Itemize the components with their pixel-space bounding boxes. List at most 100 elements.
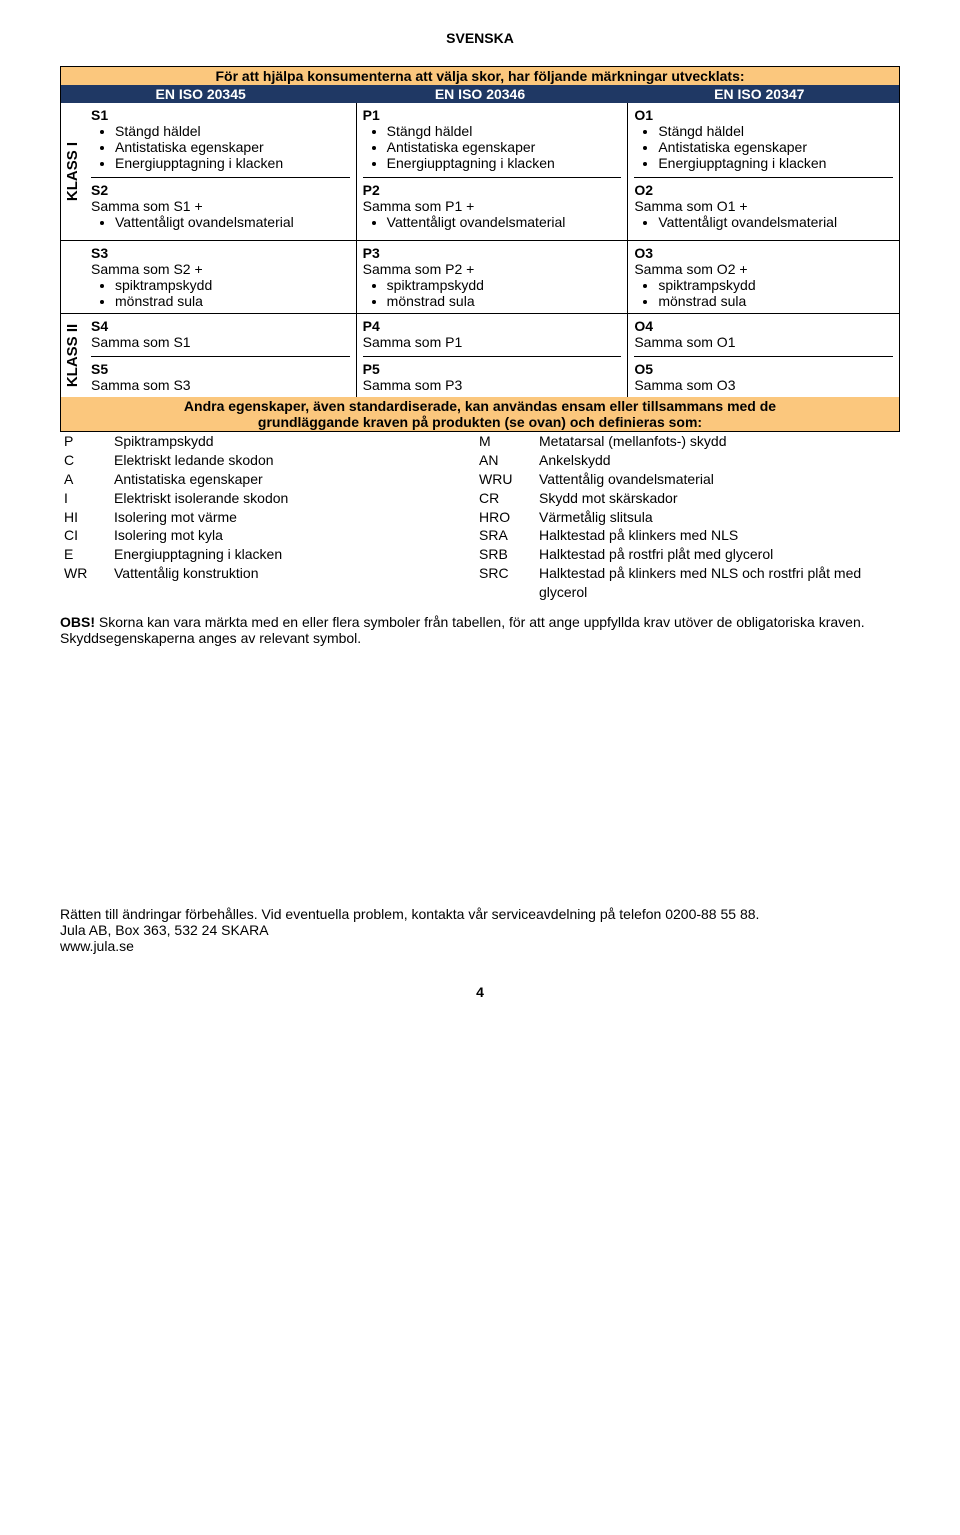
- code-label: P4: [363, 318, 622, 334]
- sub-label: Samma som O1 +: [634, 198, 893, 214]
- prop-name: Spiktrampskydd: [112, 432, 473, 451]
- code-label: S5: [91, 361, 350, 377]
- prop-code: CI: [62, 526, 108, 545]
- obs-text: Skorna kan vara märkta med en eller fler…: [60, 614, 865, 646]
- list-item: Energiupptagning i klacken: [115, 155, 350, 171]
- list-item: Stängd häldel: [658, 123, 893, 139]
- code-label: O1: [634, 107, 893, 123]
- standard-col: EN ISO 20345: [61, 85, 340, 103]
- prop-name: Antistatiska egenskaper: [112, 470, 473, 489]
- standard-col: EN ISO 20347: [620, 85, 899, 103]
- sub-label: Samma som S2 +: [91, 261, 350, 277]
- sub-label: Samma som S1 +: [91, 198, 350, 214]
- footer-line: Jula AB, Box 363, 532 24 SKARA: [60, 922, 900, 938]
- code-label: S1: [91, 107, 350, 123]
- footer-line: www.jula.se: [60, 938, 900, 954]
- prop-code: SRA: [477, 526, 533, 545]
- list-item: mönstrad sula: [115, 293, 350, 309]
- prop-name: Isolering mot kyla: [112, 526, 473, 545]
- code-label: O5: [634, 361, 893, 377]
- prop-name: Vattentålig konstruktion: [112, 564, 473, 583]
- prop-name: Halktestad på rostfri plåt med glycerol: [537, 545, 898, 564]
- standards-row: EN ISO 20345 EN ISO 20346 EN ISO 20347: [61, 85, 899, 103]
- prop-name: Värmetålig slitsula: [537, 508, 898, 527]
- prop-code: A: [62, 470, 108, 489]
- prop-code: C: [62, 451, 108, 470]
- code-label: O2: [634, 182, 893, 198]
- banner-line: Andra egenskaper, även standardiserade, …: [65, 398, 895, 414]
- row-3: S3 Samma som S2 + spiktrampskydd mönstra…: [61, 241, 899, 314]
- table-title: För att hjälpa konsumenterna att välja s…: [61, 66, 899, 85]
- code-label: O3: [634, 245, 893, 261]
- sub-label: Samma som S3: [91, 377, 350, 393]
- code-label: S2: [91, 182, 350, 198]
- footer-block: Rätten till ändringar förbehålles. Vid e…: [60, 906, 900, 954]
- prop-code: HI: [62, 508, 108, 527]
- list-item: mönstrad sula: [387, 293, 622, 309]
- code-label: P2: [363, 182, 622, 198]
- properties-banner: Andra egenskaper, även standardiserade, …: [61, 397, 899, 431]
- code-label: P3: [363, 245, 622, 261]
- klass-1-label: KLASS I: [61, 103, 85, 240]
- prop-name: Elektriskt isolerande skodon: [112, 489, 473, 508]
- list-item: spiktrampskydd: [387, 277, 622, 293]
- prop-name: Skydd mot skärskador: [537, 489, 898, 508]
- list-item: Energiupptagning i klacken: [387, 155, 622, 171]
- prop-name: Isolering mot värme: [112, 508, 473, 527]
- prop-name: Metatarsal (mellanfots-) skydd: [537, 432, 898, 451]
- prop-name: Elektriskt ledande skodon: [112, 451, 473, 470]
- sub-label: Samma som S1: [91, 334, 350, 350]
- list-item: Vattentåligt ovandelsmaterial: [387, 214, 622, 230]
- page-number: 4: [60, 984, 900, 1000]
- code-label: P1: [363, 107, 622, 123]
- prop-code: SRB: [477, 545, 533, 564]
- standard-col: EN ISO 20346: [340, 85, 619, 103]
- prop-name: Ankelskydd: [537, 451, 898, 470]
- prop-code: P: [62, 432, 108, 451]
- sub-label: Samma som O3: [634, 377, 893, 393]
- list-item: Antistatiska egenskaper: [387, 139, 622, 155]
- prop-code: E: [62, 545, 108, 564]
- list-item: Vattentåligt ovandelsmaterial: [658, 214, 893, 230]
- prop-code: AN: [477, 451, 533, 470]
- prop-code: I: [62, 489, 108, 508]
- list-item: Antistatiska egenskaper: [658, 139, 893, 155]
- code-label: S3: [91, 245, 350, 261]
- sub-label: Samma som P3: [363, 377, 622, 393]
- sub-label: Samma som O2 +: [634, 261, 893, 277]
- page-header: SVENSKA: [60, 30, 900, 46]
- code-label: P5: [363, 361, 622, 377]
- sub-label: Samma som O1: [634, 334, 893, 350]
- sub-label: Samma som P1 +: [363, 198, 622, 214]
- list-item: Stängd häldel: [115, 123, 350, 139]
- klass-2-section: KLASS II S4 Samma som S1 S5 Samma som S3…: [61, 314, 899, 397]
- prop-code: HRO: [477, 508, 533, 527]
- list-item: spiktrampskydd: [115, 277, 350, 293]
- klass-1-section: KLASS I S1 Stängd häldel Antistatiska eg…: [61, 103, 899, 241]
- prop-code: M: [477, 432, 533, 451]
- prop-code: WRU: [477, 470, 533, 489]
- prop-code: CR: [477, 489, 533, 508]
- prop-name: Energiupptagning i klacken: [112, 545, 473, 564]
- list-item: Vattentåligt ovandelsmaterial: [115, 214, 350, 230]
- sub-label: Samma som P1: [363, 334, 622, 350]
- list-item: Stängd häldel: [387, 123, 622, 139]
- prop-name: Halktestad på klinkers med NLS: [537, 526, 898, 545]
- prop-code: SRC: [477, 564, 533, 583]
- list-item: spiktrampskydd: [658, 277, 893, 293]
- banner-line: grundläggande kraven på produkten (se ov…: [65, 414, 895, 430]
- code-label: S4: [91, 318, 350, 334]
- obs-label: OBS!: [60, 614, 95, 630]
- footer-line: Rätten till ändringar förbehålles. Vid e…: [60, 906, 900, 922]
- prop-name: Halktestad på klinkers med NLS och rostf…: [537, 564, 898, 602]
- code-label: O4: [634, 318, 893, 334]
- list-item: Energiupptagning i klacken: [658, 155, 893, 171]
- list-item: mönstrad sula: [658, 293, 893, 309]
- obs-note: OBS! Skorna kan vara märkta med en eller…: [60, 614, 900, 646]
- main-table-wrapper: För att hjälpa konsumenterna att välja s…: [60, 66, 900, 432]
- klass-2-label: KLASS II: [61, 314, 85, 397]
- properties-table: PCAIHICIEWR SpiktrampskyddElektriskt led…: [60, 432, 900, 602]
- prop-name: Vattentålig ovandelsmaterial: [537, 470, 898, 489]
- sub-label: Samma som P2 +: [363, 261, 622, 277]
- prop-code: WR: [62, 564, 108, 583]
